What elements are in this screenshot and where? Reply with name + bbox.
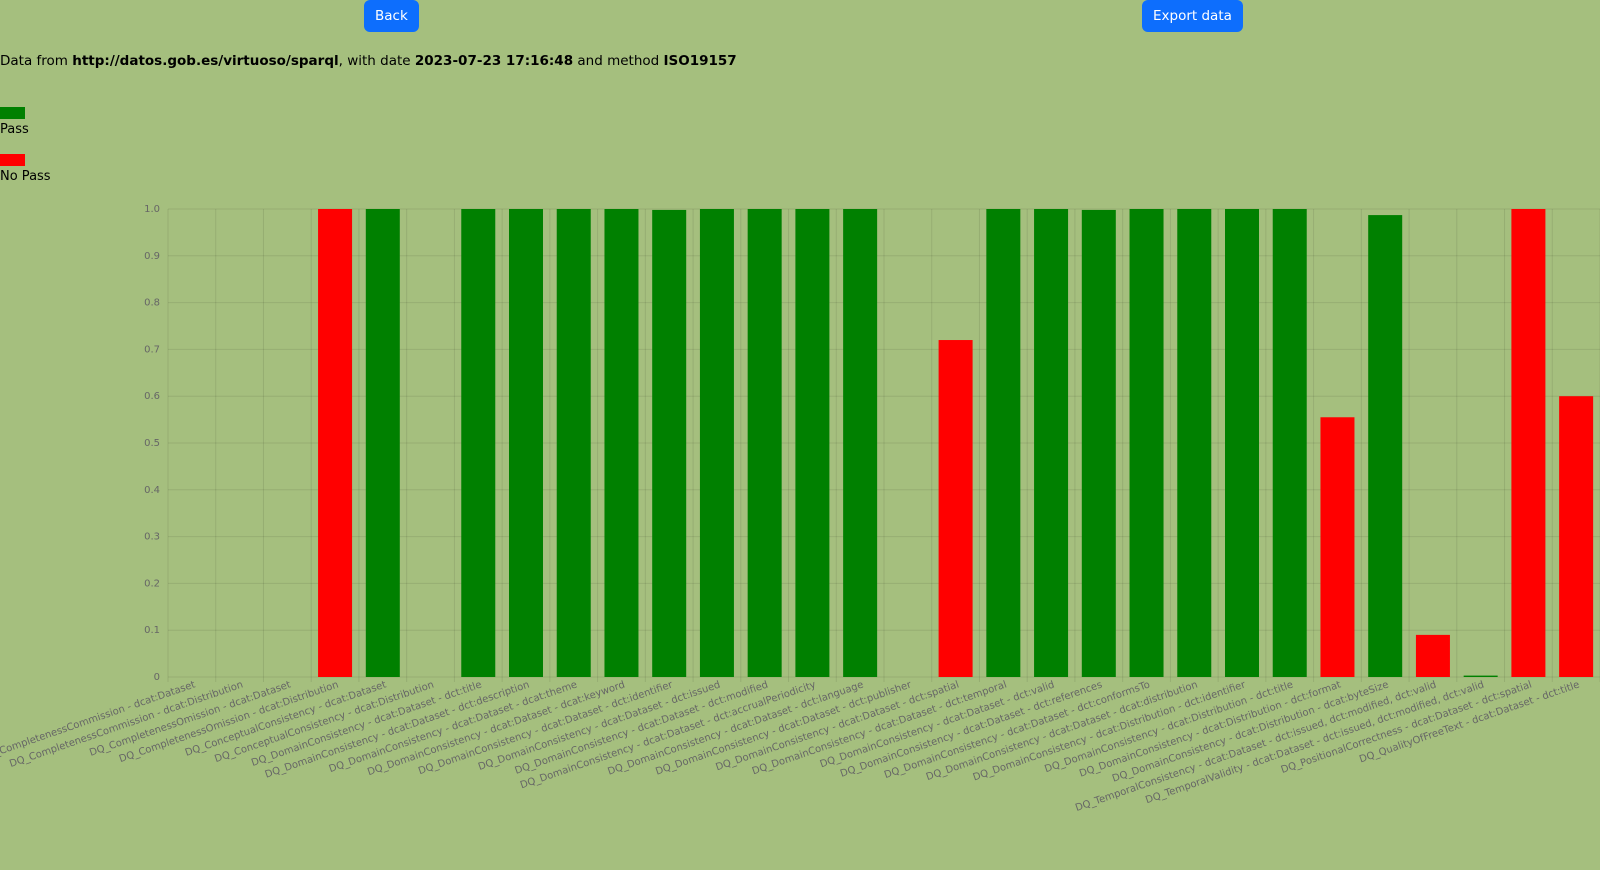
y-tick-label: 0.9 bbox=[144, 251, 160, 262]
bar bbox=[461, 209, 496, 677]
info-prefix: Data from bbox=[0, 53, 73, 69]
endpoint-url: http://datos.gob.es/virtuoso/sparql bbox=[72, 53, 339, 69]
bar bbox=[1177, 209, 1212, 677]
method-prefix: and method bbox=[573, 53, 664, 69]
bar bbox=[1320, 417, 1355, 677]
back-button[interactable]: Back bbox=[364, 0, 419, 32]
bar bbox=[795, 209, 830, 677]
bar bbox=[604, 209, 639, 677]
bar bbox=[938, 340, 973, 677]
legend-label-pass: Pass bbox=[0, 122, 29, 137]
bar bbox=[1129, 209, 1164, 677]
bar bbox=[1463, 675, 1498, 677]
export-data-button[interactable]: Export data bbox=[1142, 0, 1243, 32]
bar bbox=[1511, 209, 1546, 677]
bar bbox=[365, 209, 400, 677]
y-tick-label: 0.3 bbox=[144, 532, 160, 543]
bar bbox=[652, 209, 687, 677]
legend-item-pass[interactable]: Pass bbox=[0, 107, 29, 137]
bar bbox=[1034, 209, 1069, 677]
bar bbox=[1559, 396, 1594, 677]
y-tick-label: 0.4 bbox=[144, 485, 160, 496]
y-tick-label: 0.2 bbox=[144, 578, 160, 589]
y-tick-label: 1.0 bbox=[144, 204, 160, 215]
bar bbox=[1368, 215, 1403, 678]
data-source-info: Data from http://datos.gob.es/virtuoso/s… bbox=[0, 53, 737, 69]
date-prefix: , with date bbox=[338, 53, 415, 69]
bar bbox=[1415, 634, 1450, 677]
bar bbox=[1272, 209, 1307, 677]
bar bbox=[986, 209, 1021, 677]
legend-swatch-pass bbox=[0, 107, 25, 119]
y-tick-label: 0 bbox=[154, 672, 160, 683]
y-tick-label: 0.8 bbox=[144, 298, 160, 309]
bar bbox=[509, 209, 543, 677]
y-tick-label: 0.5 bbox=[144, 438, 160, 449]
bar bbox=[1081, 209, 1116, 677]
bar bbox=[843, 209, 878, 677]
y-tick-label: 0.6 bbox=[144, 391, 160, 402]
bar bbox=[747, 209, 782, 677]
y-tick-label: 0.7 bbox=[144, 344, 160, 355]
legend-label-no-pass: No Pass bbox=[0, 169, 51, 184]
evaluation-date: 2023-07-23 17:16:48 bbox=[414, 53, 574, 69]
legend-item-no-pass[interactable]: No Pass bbox=[0, 154, 51, 184]
bar bbox=[556, 209, 591, 677]
legend-swatch-no-pass bbox=[0, 154, 25, 166]
y-tick-label: 0.1 bbox=[144, 625, 160, 636]
evaluation-method: ISO19157 bbox=[663, 53, 737, 69]
bar bbox=[1225, 209, 1259, 677]
bar bbox=[699, 209, 734, 677]
bar bbox=[318, 209, 353, 677]
